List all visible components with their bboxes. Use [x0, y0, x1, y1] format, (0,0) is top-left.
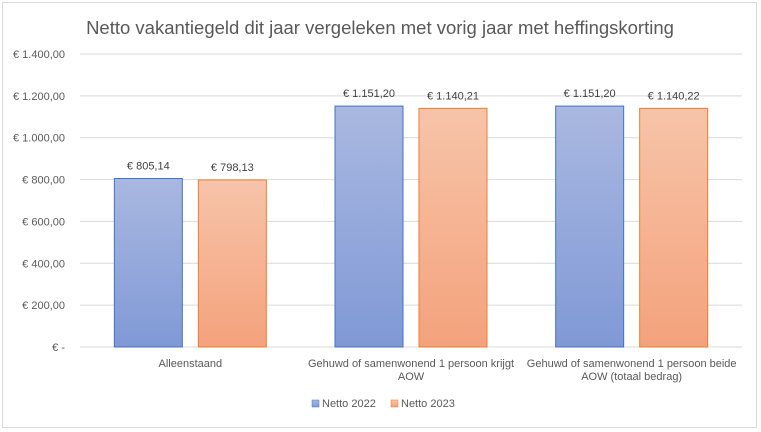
legend-label: Netto 2022: [322, 398, 376, 410]
category-label: AOW: [398, 371, 425, 383]
chart-title: Netto vakantiegeld dit jaar vergeleken m…: [86, 17, 674, 38]
bar-netto-2023: [418, 107, 488, 348]
gridlines: [80, 53, 742, 348]
category-label: Alleenstaand: [159, 358, 223, 370]
legend-swatch: [311, 399, 320, 408]
bars: [113, 105, 709, 348]
y-tick-label: € 1.200,00: [13, 91, 65, 103]
legend-label: Netto 2023: [401, 398, 455, 410]
y-tick-label: € -: [52, 342, 65, 354]
category-label: Gehuwd of samenwonend 1 persoon krijgt: [308, 358, 514, 370]
legend-swatch: [390, 399, 399, 408]
data-label: € 1.140,21: [427, 90, 479, 102]
x-axis-categories: Alleenstaand Gehuwd of samenwonend 1 pers…: [159, 358, 737, 383]
data-label: € 1.151,20: [564, 88, 616, 100]
y-tick-label: € 600,00: [22, 216, 65, 228]
y-tick-label: € 200,00: [22, 300, 65, 312]
y-tick-label: € 1.000,00: [13, 133, 65, 145]
bar-netto-2022: [334, 105, 404, 348]
y-tick-label: € 400,00: [22, 258, 65, 270]
data-labels: € 805,14 € 798,13 € 1.151,20 € 1.140,21 € 1.…: [127, 88, 700, 174]
bar-netto-2022: [113, 177, 183, 348]
bar-netto-2023: [197, 179, 267, 348]
data-label: € 1.140,22: [648, 90, 700, 102]
bar-netto-2023: [639, 107, 709, 348]
data-label: € 798,13: [211, 162, 254, 174]
y-tick-label: € 800,00: [22, 175, 65, 187]
legend: Netto 2022 Netto 2023: [311, 398, 455, 410]
data-label: € 805,14: [127, 160, 170, 172]
y-axis-ticks: € - € 200,00 € 400,00 € 600,00 € 800,00 € 1.0…: [13, 49, 65, 354]
category-label: Gehuwd of samenwonend 1 persoon beide: [527, 358, 737, 370]
category-label: AOW (totaal bedrag): [581, 371, 682, 383]
data-label: € 1.151,20: [343, 88, 395, 100]
bar-netto-2022: [555, 105, 625, 348]
y-tick-label: € 1.400,00: [13, 49, 65, 61]
